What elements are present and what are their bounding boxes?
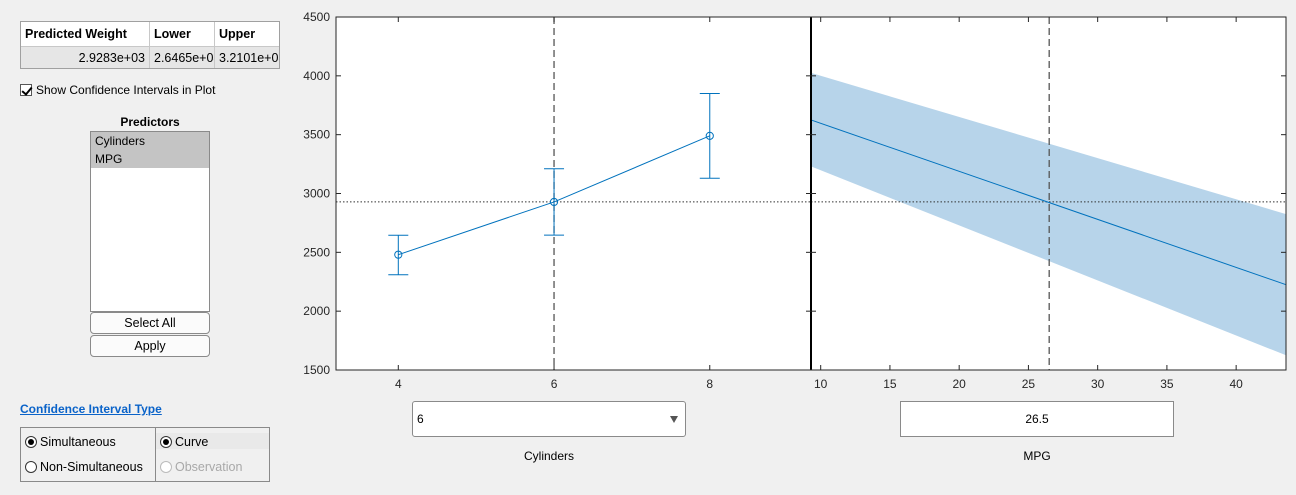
predictor-item-mpg[interactable]: MPG: [91, 150, 209, 168]
radio-button: [160, 461, 172, 473]
radio-button[interactable]: [25, 461, 37, 473]
radio-simultaneous-label: Simultaneous: [40, 435, 116, 449]
y-tick-label: 3000: [303, 187, 330, 201]
radio-selected-dot: [28, 439, 34, 445]
x-tick-label: 15: [883, 377, 897, 391]
prediction-table: Predicted Weight Lower Upper 2.9283e+03 …: [20, 21, 280, 69]
radio-non-simultaneous-label: Non-Simultaneous: [40, 460, 143, 474]
data-point: [549, 197, 559, 207]
table-cell-lower: 2.6465e+03: [150, 47, 215, 68]
x-tick-label: 8: [706, 377, 713, 391]
predictor-item-cylinders[interactable]: Cylinders: [91, 132, 209, 150]
radio-curve[interactable]: Curve: [160, 433, 208, 451]
x-tick-label: 35: [1160, 377, 1174, 391]
x-tick-label: 30: [1091, 377, 1105, 391]
radio-observation-label: Observation: [175, 460, 243, 474]
radio-observation: Observation: [160, 458, 242, 476]
apply-button[interactable]: Apply: [90, 335, 210, 357]
chevron-down-icon[interactable]: [670, 416, 678, 423]
x-tick-label: 20: [952, 377, 966, 391]
mpg-label: MPG: [1023, 449, 1051, 463]
series-line: [810, 119, 1287, 286]
radio-simultaneous[interactable]: Simultaneous: [25, 433, 116, 451]
cylinders-dropdown[interactable]: 6: [412, 401, 686, 437]
radio-selected-dot: [163, 439, 169, 445]
y-tick-label: 1500: [303, 363, 330, 377]
curve-highlight: [156, 433, 269, 449]
show-ci-label: Show Confidence Intervals in Plot: [36, 83, 216, 97]
radio-non-simultaneous[interactable]: Non-Simultaneous: [25, 458, 143, 476]
data-point: [394, 250, 403, 259]
show-ci-checkbox[interactable]: Show Confidence Intervals in Plot: [20, 82, 215, 98]
table-header-lower: Lower: [150, 22, 215, 47]
confidence-band: [811, 72, 1286, 356]
y-tick-label: 4000: [303, 69, 330, 83]
cylinders-dropdown-value: 6: [417, 412, 424, 426]
select-all-button[interactable]: Select All: [90, 312, 210, 334]
checkbox-box[interactable]: [20, 84, 33, 96]
table-header-predicted: Predicted Weight: [21, 22, 150, 47]
cylinders-label: Cylinders: [523, 449, 574, 463]
radio-curve-label: Curve: [175, 435, 209, 449]
data-point: [705, 131, 714, 140]
radio-button[interactable]: [160, 436, 172, 448]
predictors-listbox[interactable]: Cylinders MPG: [90, 131, 210, 312]
y-tick-label: 3500: [303, 128, 330, 142]
x-tick-label: 25: [1022, 377, 1036, 391]
radio-button[interactable]: [25, 436, 37, 448]
x-tick-label: 6: [551, 377, 558, 391]
table-cell-predicted: 2.9283e+03: [21, 47, 150, 68]
y-tick-label: 2500: [303, 245, 330, 259]
x-tick-label: 4: [395, 377, 402, 391]
table-cell-upper: 3.2101e+03: [215, 47, 279, 68]
x-tick-label: 10: [814, 377, 828, 391]
predictors-title: Predictors: [120, 115, 180, 129]
x-tick-label: 40: [1229, 377, 1243, 391]
table-header-upper: Upper: [215, 22, 279, 47]
ci-type-link[interactable]: Confidence Interval Type: [20, 402, 162, 416]
y-tick-label: 2000: [303, 304, 330, 318]
mpg-input[interactable]: 26.5: [900, 401, 1174, 437]
y-tick-label: 4500: [303, 10, 330, 24]
ci-type-panel: Curve Observation: [155, 427, 270, 482]
